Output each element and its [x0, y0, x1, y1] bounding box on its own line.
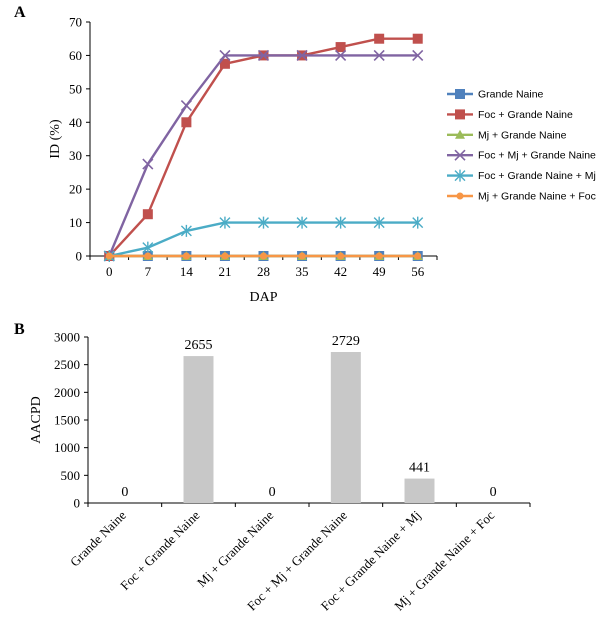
legend-marker [454, 149, 466, 161]
data-point-marker [373, 49, 385, 61]
data-point-marker [142, 209, 153, 220]
data-point-marker [180, 224, 192, 237]
y-tick-label: 3000 [54, 330, 80, 345]
x-tick-label: 35 [296, 264, 309, 279]
legend-marker [456, 192, 464, 200]
data-point-marker [182, 252, 190, 260]
data-point-marker [258, 216, 269, 229]
bar-chart-y-axis-title: AACPD [29, 396, 44, 443]
bar [183, 356, 214, 503]
line-chart-x-axis-title: DAP [249, 290, 277, 305]
data-point-marker [373, 216, 385, 229]
data-point-marker [105, 252, 113, 260]
data-point-marker [144, 252, 152, 260]
y-tick-label: 70 [69, 15, 82, 30]
data-point-marker [221, 252, 229, 260]
y-tick-label: 2000 [54, 385, 80, 400]
legend-entry: Grande Naine [478, 89, 544, 101]
data-point-marker [375, 252, 383, 260]
bar [404, 478, 435, 503]
y-tick-label: 0 [76, 249, 83, 264]
y-tick-label: 20 [69, 182, 82, 197]
data-point-marker [335, 42, 346, 53]
legend-marker [454, 169, 466, 182]
data-point-marker [412, 49, 424, 61]
bar-value-label: 441 [409, 461, 430, 476]
line-chart-axes: 0 10 20 30 40 50 60 70 0 7 14 21 28 35 42 49 56 [69, 15, 438, 279]
legend-marker [455, 109, 465, 120]
data-point-marker [219, 216, 231, 229]
data-point-marker [296, 49, 308, 61]
panel-a-label: A [14, 4, 26, 21]
bar-value-label: 0 [121, 485, 128, 500]
bar-chart-panel: B 0 500 1000 1500 2000 2500 3000 Grande NaineFo… [14, 321, 531, 614]
data-point-marker [180, 100, 192, 112]
x-tick-label: 14 [180, 264, 194, 279]
y-tick-label: 2500 [54, 357, 80, 372]
data-point-marker [296, 216, 308, 229]
x-category-label: Grande Naine [67, 507, 129, 569]
data-point-marker [181, 117, 192, 128]
data-point-marker [298, 252, 306, 260]
data-point-marker [414, 252, 422, 260]
x-tick-label: 0 [106, 264, 113, 279]
x-tick-label: 42 [334, 264, 347, 279]
legend-entry: Foc + Grande Naine + Mj [478, 170, 596, 182]
line-chart-panel: A 0 10 20 30 40 50 60 70 0 7 14 21 28 35 42 49 56 Grande… [14, 4, 596, 305]
y-tick-label: 1000 [54, 440, 80, 455]
data-point-marker [142, 241, 154, 254]
legend-entry: Mj + Grande Naine [478, 129, 567, 141]
bar [330, 351, 361, 503]
bar-value-label: 0 [269, 485, 276, 500]
x-tick-label: 7 [145, 264, 152, 279]
data-point-marker [257, 49, 270, 61]
y-tick-label: 50 [69, 81, 82, 96]
line-chart-y-axis-title: ID (%) [48, 119, 63, 159]
data-point-marker [412, 33, 423, 44]
y-tick-label: 0 [74, 496, 81, 511]
data-point-marker [337, 252, 345, 260]
bar-value-label: 2729 [332, 334, 360, 349]
x-category-label: Mj + Grande Naine [194, 507, 277, 590]
x-tick-label: 56 [411, 264, 425, 279]
data-point-marker [335, 216, 347, 229]
data-point-marker [219, 58, 230, 69]
y-tick-label: 1500 [54, 413, 80, 428]
y-tick-label: 10 [69, 215, 82, 230]
line-chart-series [103, 33, 424, 262]
legend-marker [455, 129, 465, 139]
x-tick-label: 49 [373, 264, 386, 279]
legend-marker [455, 89, 465, 99]
data-point-marker [335, 49, 347, 61]
bar-chart-axes: 0 500 1000 1500 2000 2500 3000 Grande NaineFoc … [54, 330, 531, 614]
panel-b-label: B [14, 321, 25, 338]
data-point-marker [260, 252, 267, 260]
y-tick-label: 500 [61, 468, 81, 483]
y-tick-label: 40 [69, 115, 82, 130]
x-category-label: Foc + Grande Naine [117, 507, 203, 593]
y-tick-label: 60 [69, 48, 82, 63]
data-point-marker [142, 158, 154, 170]
bar-value-label: 0 [490, 485, 497, 500]
legend-entry: Mj + Grande Naine + Foc [478, 191, 596, 203]
data-point-marker [412, 216, 424, 229]
legend-entry: Foc + Mj + Grande Naine [478, 150, 596, 162]
bar-value-label: 2655 [185, 338, 213, 353]
data-point-marker [219, 49, 231, 61]
bar-chart-bars: 0 2655 0 2729 441 0 [121, 334, 497, 503]
legend-entry: Foc + Grande Naine [478, 109, 573, 121]
x-tick-label: 28 [257, 264, 270, 279]
y-tick-label: 30 [69, 148, 82, 163]
line-chart-legend: Grande Naine Foc + Grande Naine Mj + Grand… [447, 89, 596, 203]
x-tick-label: 21 [218, 264, 231, 279]
data-point-marker [374, 33, 385, 44]
